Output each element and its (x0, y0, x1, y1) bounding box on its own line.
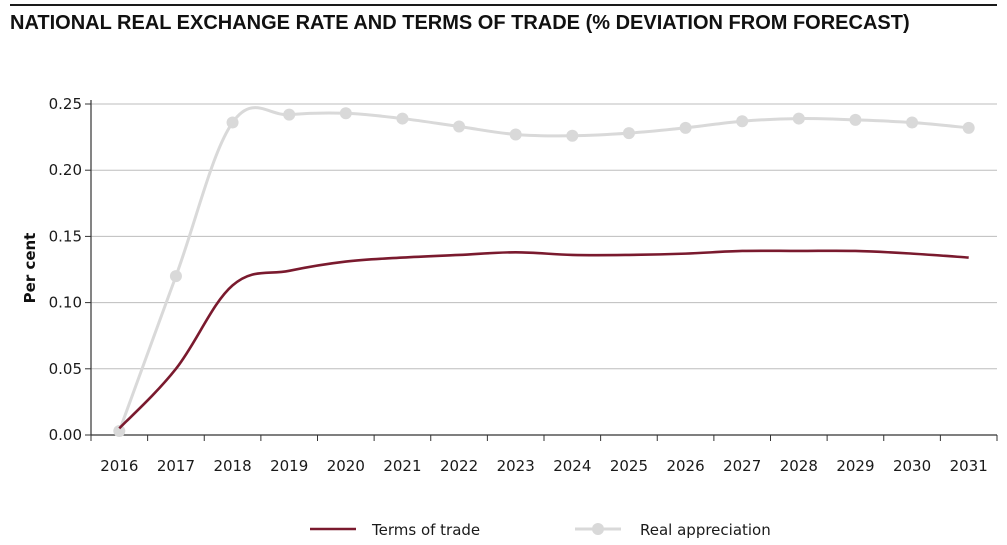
y-tick-labels: 0.00 0.05 0.10 0.15 0.20 0.25 (49, 95, 82, 444)
point-real-appreciation-2022 (453, 120, 466, 133)
series-layer (113, 106, 975, 438)
point-real-appreciation-2017 (169, 270, 182, 283)
point-real-appreciation-2030 (906, 116, 919, 129)
chart-title: NATIONAL REAL EXCHANGE RATE AND TERMS OF… (10, 12, 910, 34)
point-real-appreciation-2024 (566, 129, 579, 142)
series-line-real-appreciation (117, 106, 969, 432)
title-rule (10, 4, 997, 6)
x-tick-label-2018: 2018 (213, 457, 251, 475)
legend-marker-real-appreciation (592, 523, 604, 535)
y-axis-title: Per cent (21, 233, 39, 304)
point-real-appreciation-2021 (396, 112, 409, 125)
x-tick-label-2026: 2026 (666, 457, 704, 475)
x-tick-label-2031: 2031 (950, 457, 988, 475)
x-tick-label-2017: 2017 (157, 457, 195, 475)
x-tick-label-2016: 2016 (100, 457, 138, 475)
point-real-appreciation-2025 (622, 127, 635, 140)
legend-item-terms-of-trade: Terms of trade (310, 521, 480, 539)
point-real-appreciation-2031 (962, 121, 975, 134)
y-tick-label-4: 0.20 (49, 161, 82, 179)
point-real-appreciation-2029 (849, 113, 862, 126)
axes (90, 100, 998, 441)
point-real-appreciation-2019 (283, 108, 296, 121)
x-tick-label-2028: 2028 (780, 457, 818, 475)
gridlines (85, 103, 997, 436)
point-real-appreciation-2016 (113, 425, 126, 438)
x-tick-label-2030: 2030 (893, 457, 931, 475)
point-real-appreciation-2028 (792, 112, 805, 125)
x-tick-labels: 2016 2017 2018 2019 2020 2021 2022 2023 2024 2025… (100, 457, 988, 475)
point-real-appreciation-2020 (339, 107, 352, 120)
point-real-appreciation-2023 (509, 128, 522, 141)
x-tick-label-2024: 2024 (553, 457, 591, 475)
point-real-appreciation-2026 (679, 121, 692, 134)
y-tick-label-3: 0.15 (49, 227, 82, 245)
point-real-appreciation-2027 (736, 115, 749, 128)
legend: Terms of trade Real appreciation (310, 521, 771, 539)
x-tick-label-2019: 2019 (270, 457, 308, 475)
x-tick-label-2023: 2023 (497, 457, 535, 475)
legend-item-real-appreciation: Real appreciation (575, 521, 771, 539)
x-tick-label-2020: 2020 (327, 457, 365, 475)
y-tick-label-1: 0.05 (49, 360, 82, 378)
legend-label-terms-of-trade: Terms of trade (371, 521, 480, 539)
x-tick-label-2025: 2025 (610, 457, 648, 475)
x-tick-label-2027: 2027 (723, 457, 761, 475)
point-real-appreciation-2018 (226, 116, 239, 129)
y-tick-label-5: 0.25 (49, 95, 82, 113)
series-line-terms-of-trade (118, 249, 969, 430)
x-tick-label-2021: 2021 (383, 457, 421, 475)
legend-label-real-appreciation: Real appreciation (640, 521, 771, 539)
x-tick-label-2022: 2022 (440, 457, 478, 475)
y-tick-label-2: 0.10 (49, 294, 82, 312)
y-tick-label-0: 0.00 (49, 426, 82, 444)
x-tick-label-2029: 2029 (836, 457, 874, 475)
